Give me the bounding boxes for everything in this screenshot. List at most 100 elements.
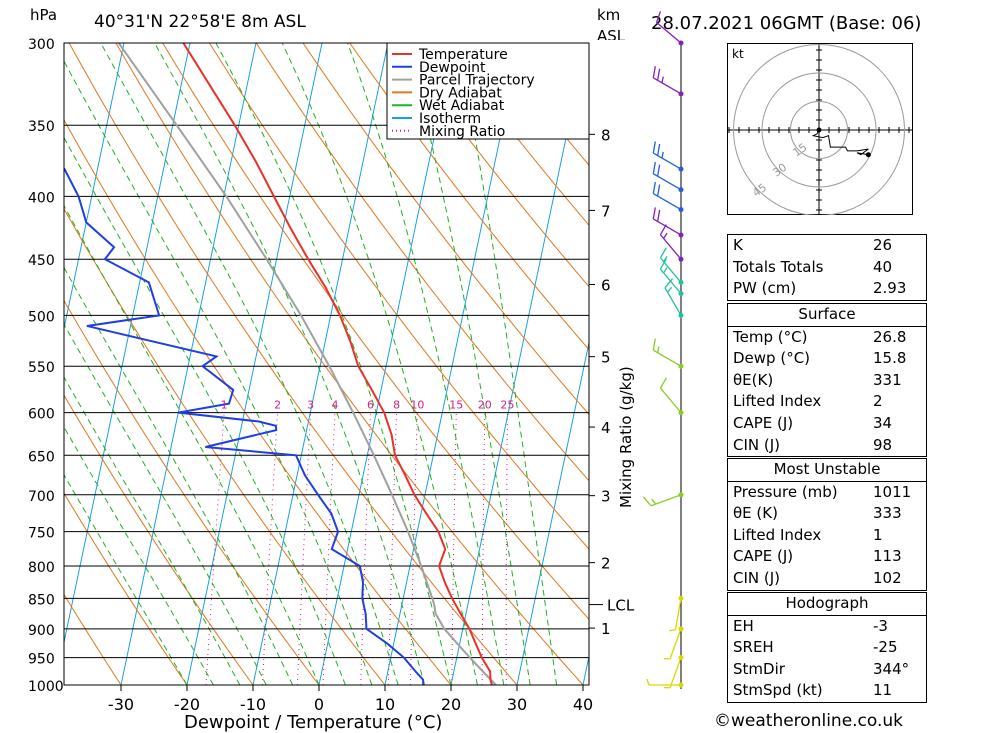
wet-adiabat-line <box>215 43 452 685</box>
wind-barb-feather <box>659 247 667 259</box>
wind-barbs <box>642 11 684 689</box>
wind-barb-half-feather <box>646 678 650 686</box>
wet-adiabat-line <box>64 204 320 685</box>
legend-entry: Dry Adiabat <box>419 85 502 101</box>
wind-barb-feather <box>656 209 661 222</box>
parcel-trajectory-trace <box>117 43 497 685</box>
wind-barb <box>659 387 682 414</box>
mixing-ratio-tick-label: 25 <box>500 399 514 412</box>
wind-barb <box>669 657 682 688</box>
legend-entry: Dewpoint <box>419 60 486 76</box>
pressure-tick-label: 750 <box>28 526 55 542</box>
wind-barb <box>659 268 682 295</box>
row-value: 2.93 <box>873 279 907 298</box>
mixing-ratio-tick-label: 20 <box>478 399 492 412</box>
isotherm-line <box>384 43 521 685</box>
table-row: θE (K) 333 <box>728 503 926 525</box>
row-value: 1 <box>873 525 883 544</box>
table-row: Lifted Index 2 <box>728 391 926 413</box>
plot-frame <box>63 42 590 686</box>
pressure-tick-label: 800 <box>28 560 55 576</box>
mixing-ratio-tick-label: 10 <box>410 399 424 412</box>
header: hPa 40°31'N 22°58'E 8m ASL km ASL 28.07.… <box>30 6 921 40</box>
row-value: 34 <box>873 413 893 432</box>
wind-barb <box>659 234 682 260</box>
table-row: Dewp (°C) 15.8 <box>728 348 926 370</box>
wind-barb <box>650 494 682 507</box>
temperature-tick-label: 20 <box>441 695 461 714</box>
hodograph-table-title: Hodograph <box>785 594 869 612</box>
row-value: 344° <box>873 659 910 678</box>
wind-barb-half-feather <box>656 346 660 353</box>
wind-barb-feather <box>656 68 661 81</box>
isotherm-line <box>64 43 191 645</box>
table-row: K 26 <box>728 235 926 257</box>
row-label: Temp (°C) <box>733 327 808 346</box>
row-label: CAPE (J) <box>733 413 794 432</box>
mixing-ratio-tick-label: 4 <box>331 399 338 412</box>
isotherm-line <box>516 340 589 685</box>
pressure-tick-label: 350 <box>28 119 55 135</box>
row-value: 102 <box>873 568 902 587</box>
x-axis-label: Dewpoint / Temperature (°C) <box>184 712 442 733</box>
wind-barb-feather <box>652 181 656 194</box>
row-value: 113 <box>873 547 902 566</box>
row-value: 1011 <box>873 482 912 501</box>
row-label: CIN (J) <box>733 435 781 454</box>
wind-barb <box>664 287 682 316</box>
legend-box <box>386 42 590 140</box>
legend-entry: Wet Adiabat <box>419 98 505 114</box>
surface-table: Surface Temp (°C) 26.8 Dewp (°C) 15.8 θE(K) 3… <box>727 303 927 458</box>
wet-adiabat-line <box>154 43 426 685</box>
temperature-tick-label: -10 <box>240 695 266 714</box>
row-value: 11 <box>873 681 893 700</box>
height-tick-label: 4 <box>601 419 611 437</box>
table-row: Totals Totals 40 <box>728 257 926 279</box>
table-row: Lifted Index 1 <box>728 525 926 547</box>
mixing-ratio-line <box>360 412 371 685</box>
wind-barb <box>652 173 682 191</box>
temperature-tick-label: 10 <box>375 695 395 714</box>
mixing-ratio-tick-label: 6 <box>367 399 374 412</box>
table-row: StmDir 344° <box>728 659 926 681</box>
isotherm-line <box>252 43 389 685</box>
wet-adiabat-line <box>64 60 373 685</box>
row-label: θE (K) <box>733 504 778 523</box>
temperature-tick-label: -30 <box>108 695 134 714</box>
surface-title: Surface <box>798 305 856 323</box>
hodograph-ring <box>761 72 877 188</box>
wind-barb-half-feather <box>651 498 657 505</box>
table-row: SREH -25 <box>728 637 926 659</box>
temperature-tick-label: -20 <box>174 695 200 714</box>
hodograph-ring <box>733 44 905 215</box>
pressure-tick-label: 550 <box>28 360 55 376</box>
row-label: Lifted Index <box>733 392 822 411</box>
wind-barb-feather <box>664 278 674 289</box>
wind-barb <box>652 152 682 170</box>
row-label: PW (cm) <box>733 279 797 298</box>
dry-adiabat-line <box>64 593 122 685</box>
height-tick-label: 2 <box>601 555 611 573</box>
temperature-trace <box>182 43 493 685</box>
wind-barb-feather <box>652 338 656 351</box>
temperature-tick-label: 40 <box>573 695 593 714</box>
datetime-label: 28.07.2021 06GMT (Base: 06) <box>651 13 921 34</box>
wind-barb <box>674 598 682 630</box>
wet-adiabat-line <box>100 43 399 685</box>
wind-barb-feather <box>642 496 652 507</box>
credit-label: ©weatheronline.co.uk <box>714 711 904 731</box>
height-tick-label: 8 <box>601 126 611 144</box>
row-value: 331 <box>873 370 902 389</box>
wind-barb-feather <box>655 11 662 23</box>
hodograph-table: Hodograph EH -3 SREH -25 StmDir 344° StmSpd (k… <box>727 592 927 703</box>
table-row: CIN (J) 98 <box>728 435 926 457</box>
row-value: -25 <box>873 638 898 657</box>
isotherm-line <box>450 43 587 685</box>
hodograph-origin-dot <box>816 127 822 133</box>
pressure-tick-label: 950 <box>28 652 55 668</box>
hodograph-end-dot <box>865 152 871 158</box>
row-value: 40 <box>873 257 893 276</box>
mixing-ratio-tick-label: 1 <box>221 399 228 412</box>
row-label: θE(K) <box>733 370 774 389</box>
